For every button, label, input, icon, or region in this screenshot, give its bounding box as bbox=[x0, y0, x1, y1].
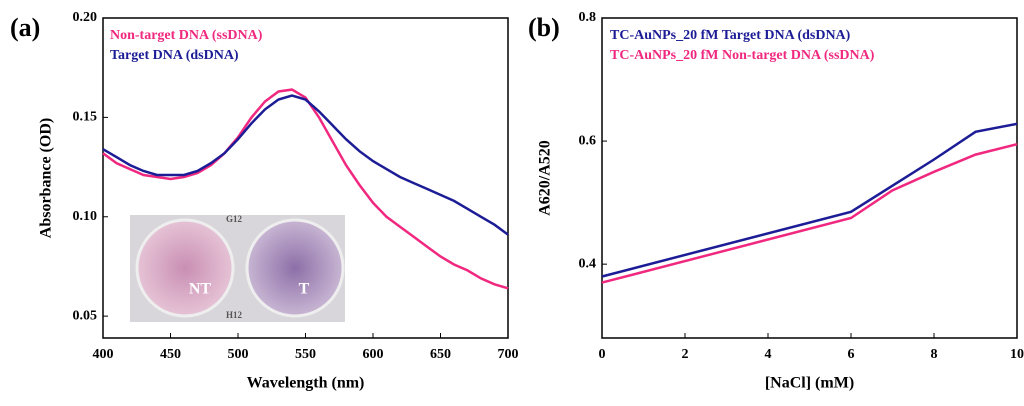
x-tick-label: 600 bbox=[363, 347, 384, 362]
x-axis-label: [NaCl] (mM) bbox=[765, 375, 854, 392]
y-tick-label: 0.6 bbox=[579, 133, 597, 148]
panel-label: (b) bbox=[528, 13, 560, 42]
series-line bbox=[102, 94, 509, 236]
inset-label: H12 bbox=[226, 310, 243, 320]
y-tick-label: 0.05 bbox=[73, 308, 98, 323]
y-tick-label: 0.10 bbox=[73, 209, 98, 224]
x-tick-label: 0 bbox=[599, 347, 606, 362]
y-tick-label: 0.4 bbox=[579, 256, 597, 271]
well-nt bbox=[135, 218, 235, 318]
x-tick-label: 6 bbox=[848, 347, 855, 362]
series-line bbox=[601, 122, 1018, 278]
axis-frame bbox=[601, 17, 1018, 339]
x-axis-label: Wavelength (nm) bbox=[247, 375, 365, 392]
x-tick-label: 700 bbox=[498, 347, 519, 362]
legend-entry: Target DNA (dsDNA) bbox=[110, 48, 239, 63]
x-tick-label: 400 bbox=[93, 347, 114, 362]
x-tick-label: 2 bbox=[682, 347, 689, 362]
inset-photo: NT T G12 H12 bbox=[130, 214, 345, 322]
x-tick-label: 4 bbox=[765, 347, 772, 362]
series-line bbox=[601, 142, 1018, 284]
legend-entry: Non-target DNA (ssDNA) bbox=[110, 28, 263, 43]
legend-entry: TC-AuNPs_20 fM Target DNA (dsDNA) bbox=[610, 28, 851, 43]
y-tick-label: 0.8 bbox=[579, 10, 597, 25]
x-tick-label: 500 bbox=[228, 347, 249, 362]
inset-label: T bbox=[299, 281, 310, 298]
panel-label: (a) bbox=[10, 13, 40, 42]
x-tick-label: 550 bbox=[295, 347, 316, 362]
y-tick-label: 0.15 bbox=[73, 110, 98, 125]
x-tick-label: 10 bbox=[1010, 347, 1024, 362]
y-axis-label: Absorbance (OD) bbox=[38, 118, 55, 238]
x-tick-label: 450 bbox=[160, 347, 181, 362]
y-axis-label: A620/A520 bbox=[537, 140, 554, 216]
well-t bbox=[245, 218, 345, 318]
x-tick-label: 8 bbox=[931, 347, 938, 362]
y-tick-label: 0.20 bbox=[73, 10, 98, 25]
legend-entry: TC-AuNPs_20 fM Non-target DNA (ssDNA) bbox=[610, 48, 875, 63]
inset-label: NT bbox=[189, 281, 212, 298]
x-tick-label: 650 bbox=[430, 347, 451, 362]
inset-label: G12 bbox=[226, 214, 243, 224]
series-line bbox=[102, 88, 509, 290]
